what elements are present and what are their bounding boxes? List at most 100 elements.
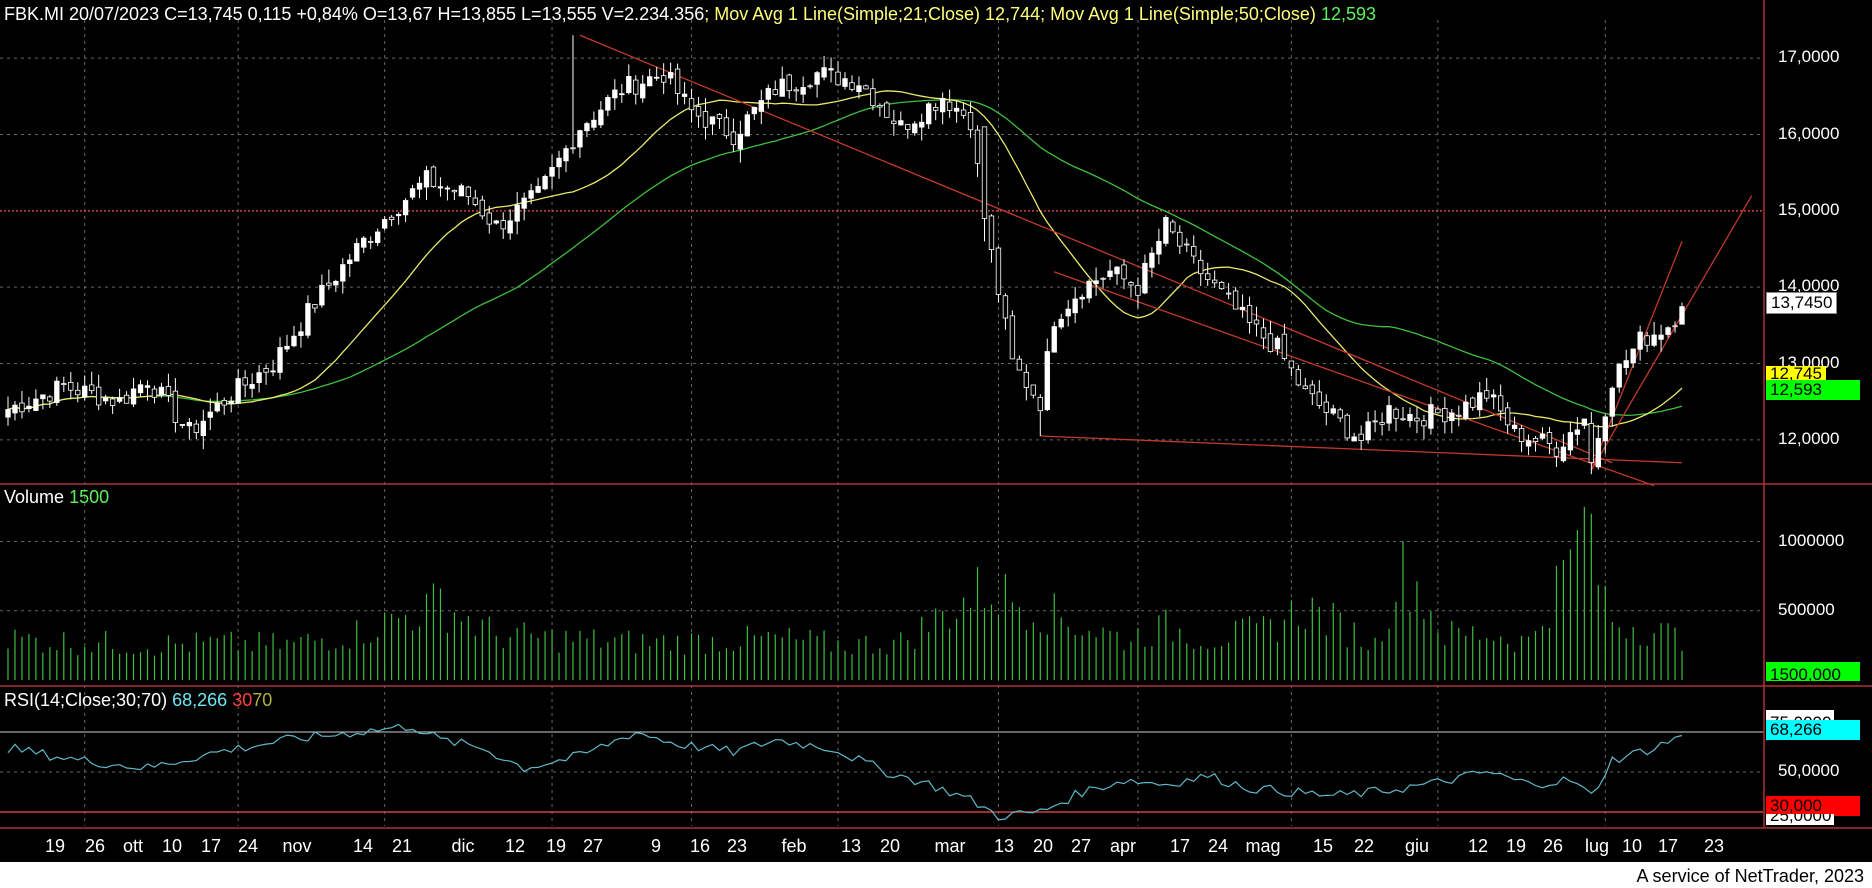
candle-body: [1581, 418, 1588, 426]
date-tick-label: ott: [122, 836, 144, 856]
candle-body: [1574, 429, 1581, 435]
candle-body: [737, 133, 744, 150]
candle-body: [1198, 259, 1204, 275]
candle-body: [486, 212, 492, 225]
candle-body: [221, 400, 227, 406]
candle-body: [765, 88, 771, 100]
candle-body: [1393, 408, 1399, 419]
price-header: FBK.MI 20/07/2023 C=13,745 0,115 +0,84% …: [4, 4, 1376, 25]
candle-body: [507, 220, 513, 234]
candle-body: [172, 390, 179, 423]
candle-body: [1644, 335, 1650, 346]
date-tick-label: apr: [1109, 836, 1137, 856]
candle-body: [1616, 363, 1622, 388]
candle-body: [1016, 358, 1023, 371]
date-tick-label: lug: [1584, 836, 1610, 856]
date-tick-label: 12: [1467, 836, 1489, 856]
candle-body: [884, 102, 890, 118]
candle-body: [667, 72, 674, 79]
date-tick-label: 19: [1505, 836, 1527, 856]
candle-body: [68, 381, 74, 391]
candle-body: [1274, 337, 1281, 350]
date-tick-label: 17: [1169, 836, 1191, 856]
rsi-tag: 68,266: [1766, 720, 1860, 740]
candle-body: [919, 121, 925, 128]
candle-body: [165, 385, 172, 396]
candle-body: [242, 377, 248, 386]
candle-body: [1218, 281, 1225, 290]
candle-body: [1414, 417, 1420, 422]
candle-body: [939, 97, 946, 113]
candle-body: [1323, 401, 1329, 413]
candle-body: [1058, 318, 1064, 328]
candle-body: [1358, 433, 1364, 441]
candle-body: [1302, 385, 1309, 390]
candle-body: [186, 422, 193, 427]
trendline-3: [1590, 195, 1753, 471]
footer-credit: A service of NetTrader, 2023: [1636, 866, 1864, 887]
candle-body: [1232, 290, 1239, 310]
date-tick-label: 22: [1353, 836, 1375, 856]
candle-body: [5, 409, 11, 418]
candle-body: [1609, 387, 1615, 417]
candle-body: [1212, 279, 1218, 284]
candle-body: [479, 199, 485, 217]
candle-body: [877, 104, 883, 108]
date-tick-label: 19: [44, 836, 66, 856]
candle-body: [451, 189, 458, 193]
volume-label: Volume: [4, 487, 65, 507]
candle-body: [1470, 397, 1476, 408]
candle-body: [1253, 319, 1260, 325]
candle-body: [75, 389, 81, 396]
candle-body: [256, 372, 262, 383]
candle-body: [298, 331, 304, 336]
candle-body: [772, 89, 778, 95]
candle-body: [647, 76, 653, 87]
candle-body: [1658, 334, 1664, 340]
candle-body: [521, 197, 527, 209]
candle-body: [1567, 432, 1574, 451]
candle-body: [870, 88, 876, 107]
date-tick-label: 10: [161, 836, 183, 856]
date-tick-label: mar: [934, 836, 966, 856]
candle-body: [388, 216, 395, 220]
ma21-line: [7, 90, 1683, 428]
candle-body: [1539, 433, 1546, 439]
date-tick-label: 15: [1312, 836, 1334, 856]
date-tick-label: nov: [282, 836, 312, 856]
candle-body: [1595, 437, 1601, 468]
candle-body: [207, 411, 213, 418]
candle-body: [1532, 437, 1539, 443]
candle-body: [1044, 351, 1050, 411]
candle-body: [933, 107, 939, 111]
candle-body: [1588, 423, 1594, 463]
candle-body: [1553, 447, 1560, 457]
candle-body: [591, 119, 597, 128]
ma50-tag: 12,593: [1766, 380, 1860, 400]
candle-body: [96, 386, 102, 406]
ma21-tag: 12,745: [1766, 366, 1826, 382]
candle-body: [1191, 245, 1197, 257]
volume-tick-label: 500000: [1778, 599, 1835, 619]
candle-body: [1651, 334, 1657, 346]
candle-body: [1665, 327, 1671, 335]
candle-body: [960, 109, 967, 116]
candle-body: [109, 398, 116, 406]
candle-body: [1114, 266, 1120, 275]
candle-body: [395, 213, 402, 217]
last-price-tag: 13,7450: [1766, 292, 1838, 314]
ma50-line: [7, 99, 1683, 416]
candle-body: [1009, 315, 1016, 360]
candle-body: [912, 123, 918, 134]
candle-body: [1267, 333, 1274, 352]
candle-body: [19, 402, 25, 413]
date-tick-label: 26: [84, 836, 106, 856]
candle-body: [1246, 304, 1253, 323]
candle-body: [779, 78, 785, 97]
candle-body: [674, 68, 681, 94]
candle-body: [1421, 420, 1427, 427]
date-tick-label: 24: [237, 836, 259, 856]
date-tick-label: giu: [1404, 836, 1430, 856]
candle-body: [102, 397, 109, 402]
